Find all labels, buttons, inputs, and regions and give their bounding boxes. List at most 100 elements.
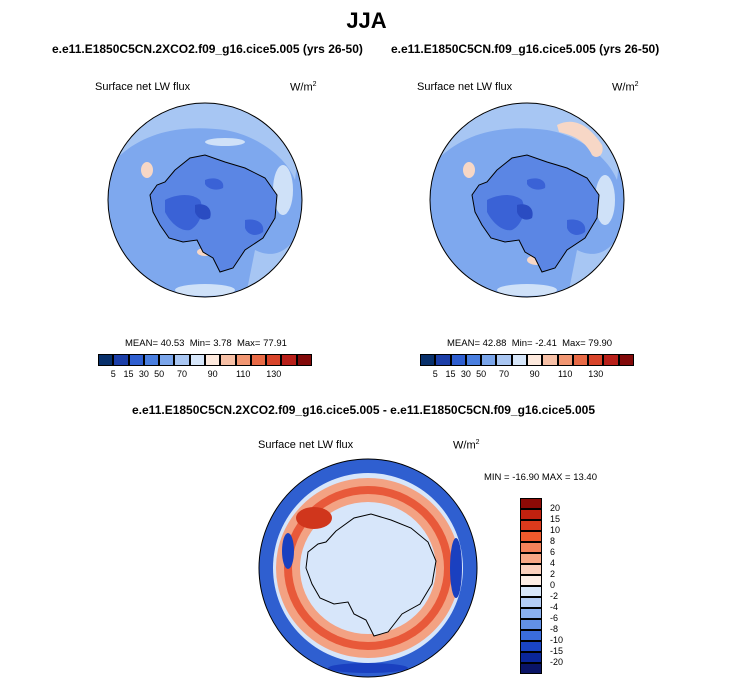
panel2-max-value: 79.90 <box>588 338 613 349</box>
colorbar-swatch <box>266 354 282 366</box>
diff-units: W/m2 <box>453 439 480 452</box>
colorbar-tick-label: -4 <box>550 602 559 612</box>
colorbar-swatch <box>143 354 160 366</box>
panel2-max-label: Max= <box>562 338 586 349</box>
colorbar-swatch <box>520 575 542 586</box>
diff-variable-label: Surface net LW flux <box>258 439 354 451</box>
diff-polar-map <box>258 458 478 678</box>
colorbar-swatch <box>205 354 221 366</box>
colorbar-swatch <box>520 498 542 509</box>
colorbar-tick-label: 4 <box>550 558 556 568</box>
colorbar-swatch <box>435 354 451 366</box>
colorbar-swatch <box>520 509 542 520</box>
panel1-min-value: 3.78 <box>213 338 232 349</box>
colorbar-swatch <box>520 586 542 597</box>
panel2-units-base: W/m <box>612 81 635 94</box>
colorbar-tick-label: 90 <box>207 369 218 379</box>
diff-minmax: MIN = -16.90 MAX = 13.40 <box>484 472 598 483</box>
colorbar-swatch <box>603 354 619 366</box>
panel1-stats: MEAN= 40.53 Min= 3.78 Max= 77.91 <box>125 338 287 349</box>
colorbar-swatch <box>520 564 542 575</box>
panel1-max-value: 77.91 <box>263 338 287 349</box>
colorbar-swatch <box>250 354 267 366</box>
colorbar-swatch <box>281 354 297 366</box>
diff-units-base: W/m <box>453 439 476 452</box>
colorbar-swatch <box>496 354 512 366</box>
colorbar-swatch <box>128 354 144 366</box>
colorbar-tick-label: 8 <box>550 536 556 546</box>
colorbar-swatch <box>520 619 542 630</box>
panel2-case-title: e.e11.E1850C5CN.f09_g16.cice5.005 (yrs 2… <box>391 42 660 56</box>
colorbar-swatch <box>235 354 251 366</box>
colorbar-swatch <box>520 641 542 652</box>
colorbar-swatch <box>520 652 542 663</box>
colorbar-swatch <box>520 663 542 674</box>
panel2-min-value: -2.41 <box>535 338 557 349</box>
colorbar-swatch <box>520 608 542 619</box>
panel2-units: W/m2 <box>612 81 639 94</box>
colorbar-swatch <box>542 354 558 366</box>
colorbar-tick-label: 130 <box>266 369 282 379</box>
colorbar-tick-label: 15 <box>445 369 456 379</box>
colorbar-swatch <box>296 354 312 366</box>
colorbar-swatch <box>465 354 482 366</box>
panel1-polar-map <box>107 102 303 298</box>
diff-colorbar: 20 15 10 8 6 4 2 0 -2 -4 -6 -8 -10 -15 -20 <box>520 498 563 674</box>
panel2-colorbar: 5 15 30 50 70 90 110 130 <box>420 354 634 379</box>
panel1-min-label: Min= <box>189 338 211 349</box>
colorbar-tick-label: 5 <box>432 369 438 379</box>
colorbar-swatch <box>520 553 542 564</box>
colorbar-tick-label: 2 <box>550 569 556 579</box>
colorbar-swatch <box>520 597 542 608</box>
colorbar-swatch <box>159 354 175 366</box>
colorbar-swatch <box>572 354 589 366</box>
panel1-colorbar: 5 15 30 50 70 90 110 130 <box>98 354 312 379</box>
colorbar-tick-label: 5 <box>110 369 116 379</box>
colorbar-swatch <box>220 354 236 366</box>
colorbar-swatch <box>520 531 542 542</box>
panel2-min-label: Min= <box>511 338 533 349</box>
colorbar-swatch <box>511 354 527 366</box>
colorbar-tick-label: -6 <box>550 613 559 623</box>
panel1-units-base: W/m <box>290 81 313 94</box>
panel1-units-exp: 2 <box>312 81 317 88</box>
colorbar-swatch <box>520 630 542 641</box>
main-title: JJA <box>346 8 387 33</box>
colorbar-tick-label: -10 <box>550 635 564 645</box>
colorbar-tick-label: 30 <box>138 369 149 379</box>
colorbar-tick-label: 0 <box>550 580 556 590</box>
panel2-variable-label: Surface net LW flux <box>417 81 513 93</box>
diff-panel-title: e.e11.E1850C5CN.2XCO2.f09_g16.cice5.005 … <box>132 403 595 417</box>
colorbar-swatch <box>618 354 634 366</box>
colorbar-tick-label: -15 <box>550 646 564 656</box>
panel2-stats: MEAN= 42.88 Min= -2.41 Max= 79.90 <box>447 338 612 349</box>
colorbar-tick-label: -2 <box>550 591 559 601</box>
panel1-mean-label: MEAN= <box>125 338 158 349</box>
colorbar-tick-label: 15 <box>123 369 134 379</box>
panel1-case-title: e.e11.E1850C5CN.2XCO2.f09_g16.cice5.005 … <box>52 42 363 56</box>
colorbar-tick-label: 6 <box>550 547 556 557</box>
panel2-mean-label: MEAN= <box>447 338 480 349</box>
colorbar-swatch <box>527 354 543 366</box>
colorbar-tick-label: 90 <box>529 369 540 379</box>
panel2-units-exp: 2 <box>634 81 639 88</box>
panel1-max-label: Max= <box>236 338 261 349</box>
colorbar-tick-label: 130 <box>588 369 604 379</box>
colorbar-tick-label: 110 <box>236 369 251 379</box>
panel1-variable-label: Surface net LW flux <box>95 81 191 93</box>
colorbar-tick-label: 20 <box>550 503 561 513</box>
colorbar-tick-label: 10 <box>550 525 561 535</box>
colorbar-tick-label: 70 <box>499 369 510 379</box>
colorbar-tick-label: 50 <box>476 369 487 379</box>
colorbar-tick-label: 50 <box>154 369 165 379</box>
colorbar-swatch <box>481 354 497 366</box>
colorbar-swatch <box>520 520 542 531</box>
panel2-polar-map <box>429 102 625 298</box>
colorbar-tick-label: 15 <box>550 514 561 524</box>
panel1-units: W/m2 <box>290 81 317 94</box>
colorbar-swatch <box>189 354 205 366</box>
colorbar-swatch <box>557 354 573 366</box>
colorbar-swatch <box>520 542 542 553</box>
colorbar-swatch <box>174 354 190 366</box>
colorbar-swatch <box>450 354 466 366</box>
